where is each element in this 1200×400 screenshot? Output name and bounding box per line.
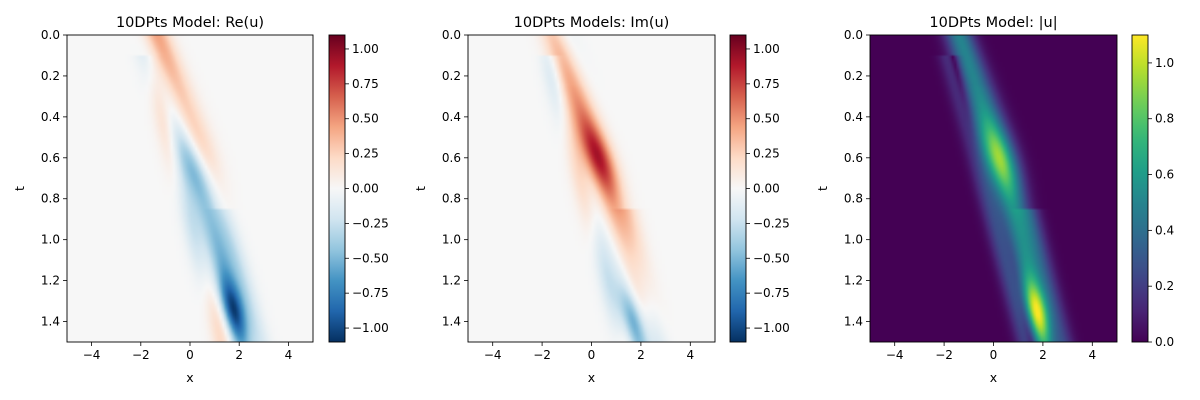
y-axis-label: t	[12, 186, 27, 191]
y-tick-label: 0.6	[41, 151, 60, 165]
x-axis-label: x	[588, 370, 595, 385]
x-tick-label: 2	[1039, 348, 1047, 362]
y-tick-label: 0.6	[442, 151, 461, 165]
colorbar-tick-label: 0.0	[1155, 335, 1174, 349]
colorbar-tick-label: 1.00	[352, 42, 379, 56]
y-tick-label: 1.4	[844, 315, 863, 329]
y-tick-label: 1.0	[41, 233, 60, 247]
x-tick-label: −2	[935, 348, 953, 362]
x-tick-label: −2	[533, 348, 551, 362]
y-axis-label: t	[413, 186, 428, 191]
chart-panel-2: −4 −2 0 2 4 0.0 0.2 0.4 0.6 0.8 1.0 1.2 1.4 10DPts Mo…	[413, 15, 790, 385]
colorbar	[328, 34, 346, 343]
y-tick-label: 0.0	[41, 28, 60, 42]
y-tick-label: 1.4	[41, 315, 60, 329]
colorbar-tick-label: −0.75	[753, 286, 790, 300]
x-tick-label: −4	[83, 348, 101, 362]
colorbar-tick-label: 0.00	[352, 182, 379, 196]
chart-title: 10DPts Models: Im(u)	[514, 15, 670, 31]
heatmap-image	[468, 35, 715, 342]
y-tick-label: 0.4	[442, 110, 461, 124]
y-tick-label: 0.4	[844, 110, 863, 124]
y-tick-label: 1.2	[844, 274, 863, 288]
x-tick-label: 0	[588, 348, 596, 362]
y-tick-label: 0.8	[844, 192, 863, 206]
y-tick-label: 0.2	[442, 69, 461, 83]
colorbar-tick-label: −0.50	[352, 251, 389, 265]
x-tick-label: 0	[990, 348, 998, 362]
colorbar-tick-label: 0.50	[753, 112, 780, 126]
colorbar-tick-label: 0.50	[352, 112, 379, 126]
y-tick-label: 1.2	[41, 274, 60, 288]
colorbar-tick-label: −0.75	[352, 286, 389, 300]
colorbar	[729, 34, 747, 343]
chart-panel-1: −4 −2 0 2 4 0.0 0.2 0.4 0.6 0.8 1.0 1.2 1.4 10DPts Mo…	[12, 15, 389, 385]
x-tick-label: 4	[686, 348, 694, 362]
x-axis-label: x	[990, 370, 997, 385]
y-tick-label: 1.0	[844, 233, 863, 247]
y-tick-label: 1.0	[442, 233, 461, 247]
colorbar-tick-label: 0.25	[753, 147, 780, 161]
colorbar-tick-label: 1.00	[753, 42, 780, 56]
x-tick-label: 4	[1088, 348, 1096, 362]
heatmap-image	[67, 35, 313, 342]
colorbar-tick-label: 0.2	[1155, 279, 1174, 293]
colorbar-tick-label: 0.6	[1155, 168, 1174, 182]
colorbar-tick-label: 0.8	[1155, 112, 1174, 126]
x-tick-label: 4	[285, 348, 293, 362]
x-axis-label: x	[186, 370, 193, 385]
colorbar-tick-label: 0.00	[753, 182, 780, 196]
colorbar-tick-label: −0.25	[352, 216, 389, 230]
y-tick-label: 0.2	[41, 69, 60, 83]
colorbar	[1131, 34, 1149, 343]
x-tick-label: −4	[484, 348, 502, 362]
x-tick-label: 2	[235, 348, 243, 362]
y-tick-label: 1.2	[442, 274, 461, 288]
x-tick-label: 2	[637, 348, 645, 362]
x-tick-label: −4	[886, 348, 904, 362]
colorbar-tick-label: −0.50	[753, 251, 790, 265]
colorbar-tick-label: 0.75	[352, 77, 379, 91]
colorbar-tick-label: 0.25	[352, 147, 379, 161]
y-tick-label: 0.8	[41, 192, 60, 206]
x-tick-label: −2	[132, 348, 150, 362]
colorbar-tick-label: −1.00	[753, 321, 790, 335]
chart-title: 10DPts Model: Re(u)	[116, 15, 264, 31]
colorbar-tick-label: −0.25	[753, 216, 790, 230]
colorbar-tick-label: 1.0	[1155, 56, 1174, 70]
colorbar-tick-label: −1.00	[352, 321, 389, 335]
x-tick-label: 0	[186, 348, 194, 362]
colorbar-tick-label: 0.75	[753, 77, 780, 91]
chart-title: 10DPts Model: |u|	[929, 15, 1057, 31]
y-tick-label: 0.0	[844, 28, 863, 42]
y-tick-label: 0.8	[442, 192, 461, 206]
colorbar-tick-label: 0.4	[1155, 223, 1174, 237]
heatmap-image	[870, 35, 1117, 342]
y-tick-label: 0.4	[41, 110, 60, 124]
chart-panel-3: −4 −2 0 2 4 0.0 0.2 0.4 0.6 0.8 1.0 1.2 1.4 10DPts Mo…	[815, 15, 1174, 385]
y-tick-label: 0.2	[844, 69, 863, 83]
y-tick-label: 0.6	[844, 151, 863, 165]
y-tick-label: 1.4	[442, 315, 461, 329]
y-tick-label: 0.0	[442, 28, 461, 42]
y-axis-label: t	[815, 186, 830, 191]
